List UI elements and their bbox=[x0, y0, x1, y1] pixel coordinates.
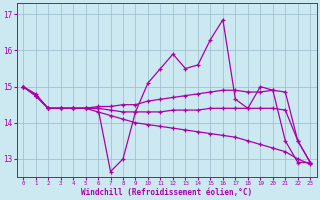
X-axis label: Windchill (Refroidissement éolien,°C): Windchill (Refroidissement éolien,°C) bbox=[81, 188, 252, 197]
